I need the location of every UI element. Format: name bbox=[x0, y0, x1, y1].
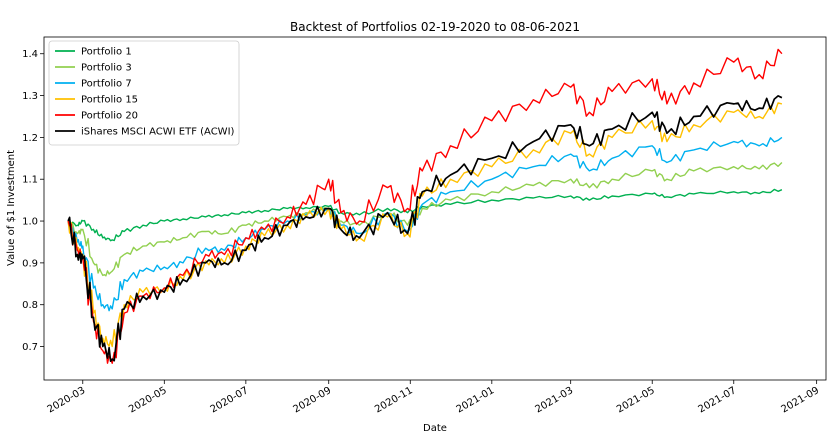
chart-title: Backtest of Portfolios 02-19-2020 to 08-… bbox=[290, 20, 580, 34]
legend-label: Portfolio 3 bbox=[81, 63, 132, 74]
series-line-1 bbox=[67, 188, 783, 242]
x-tick-label: 2021-01 bbox=[455, 385, 497, 415]
x-axis-label: Date bbox=[423, 423, 447, 434]
legend-label: Portfolio 7 bbox=[81, 79, 132, 90]
y-tick-label: 0.9 bbox=[22, 258, 38, 269]
x-tick-label: 2020-11 bbox=[373, 385, 415, 415]
y-tick-label: 1.0 bbox=[22, 217, 38, 228]
y-tick-label: 1.3 bbox=[22, 91, 38, 102]
y-tick-label: 0.8 bbox=[22, 300, 38, 311]
x-tick-label: 2020-05 bbox=[127, 385, 169, 415]
y-axis-label: Value of $1 Investment bbox=[6, 150, 17, 266]
series-line-6 bbox=[67, 95, 783, 363]
series-line-3 bbox=[67, 136, 783, 312]
legend-label: Portfolio 20 bbox=[81, 111, 138, 122]
legend: Portfolio 1 Portfolio 3 Portfolio 7 Portfol… bbox=[48, 40, 240, 146]
legend-label: Portfolio 15 bbox=[81, 95, 138, 106]
x-axis: 2020-03 2020-05 2020-07 2020-09 2020-11 2021-… bbox=[46, 380, 821, 415]
x-tick-label: 2021-07 bbox=[697, 385, 739, 415]
y-axis: 0.7 0.8 0.9 1.0 1.1 1.2 1.3 1.4 bbox=[22, 49, 44, 353]
legend-label: Portfolio 1 bbox=[81, 47, 132, 58]
x-tick-label: 2020-09 bbox=[292, 385, 334, 415]
x-tick-label: 2021-03 bbox=[533, 385, 575, 415]
x-tick-label: 2021-09 bbox=[779, 385, 821, 415]
y-tick-label: 1.4 bbox=[22, 49, 38, 60]
x-tick-label: 2020-07 bbox=[209, 385, 251, 415]
y-tick-label: 1.1 bbox=[22, 175, 38, 186]
x-tick-label: 2020-03 bbox=[46, 385, 88, 415]
x-tick-label: 2021-05 bbox=[615, 385, 657, 415]
y-tick-label: 1.2 bbox=[22, 133, 38, 144]
axes-frame bbox=[43, 36, 827, 381]
plot-area bbox=[67, 48, 783, 364]
legend-box bbox=[48, 40, 240, 146]
y-tick-label: 0.7 bbox=[22, 342, 38, 353]
legend-label: iShares MSCI ACWI ETF (ACWI) bbox=[81, 127, 235, 138]
